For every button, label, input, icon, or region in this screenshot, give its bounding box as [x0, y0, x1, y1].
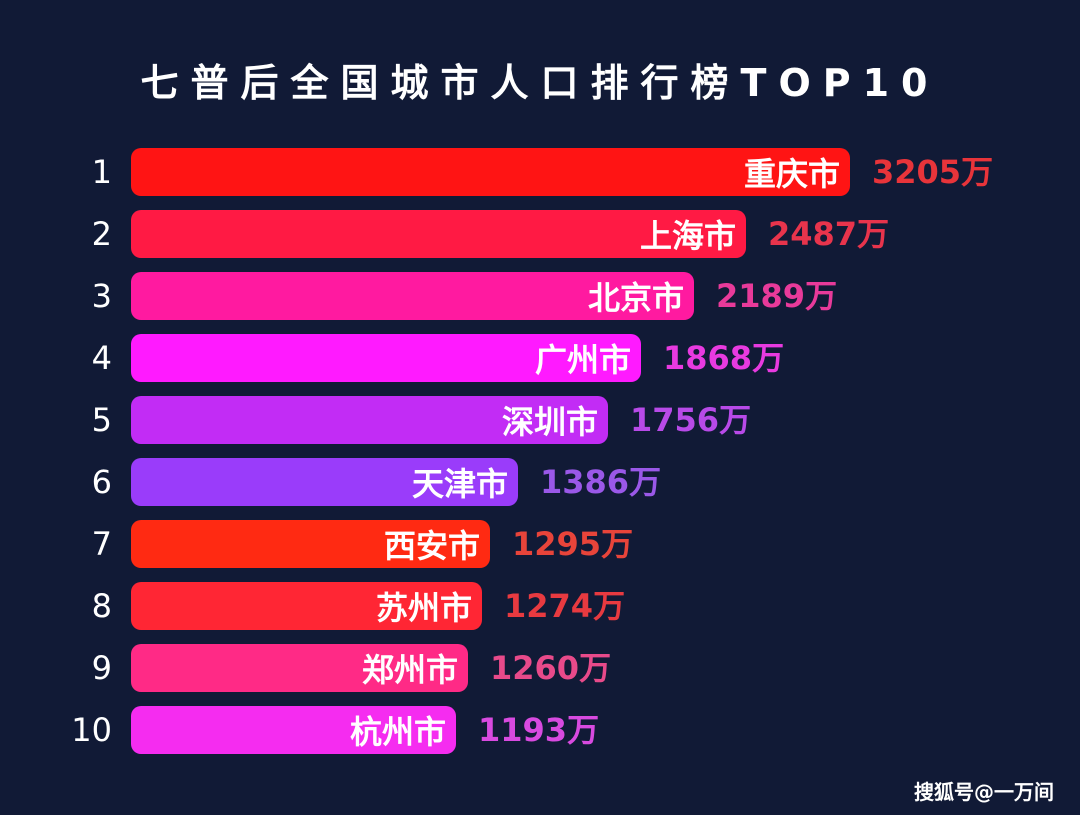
bar: 深圳市	[131, 396, 608, 444]
city-label: 北京市	[587, 279, 684, 317]
bar-row: 9 郑州市 1260万	[0, 644, 1080, 692]
value-label: 1756万	[630, 401, 752, 439]
rank-label: 2	[91, 215, 112, 253]
value-label: 2487万	[768, 215, 890, 253]
city-label: 天津市	[411, 465, 508, 503]
city-label: 苏州市	[375, 589, 472, 627]
value-label: 1274万	[504, 587, 626, 625]
rank-label: 1	[91, 153, 112, 191]
bar-row: 5 深圳市 1756万	[0, 396, 1080, 444]
bar-row: 1 重庆市 3205万	[0, 148, 1080, 196]
rank-label: 7	[91, 525, 112, 563]
value-label: 3205万	[872, 153, 994, 191]
city-label: 西安市	[383, 527, 480, 565]
value-label: 1295万	[512, 525, 634, 563]
bar: 苏州市	[131, 582, 482, 630]
rank-label: 10	[71, 711, 112, 749]
chart-title: 七普后全国城市人口排行榜TOP10	[140, 61, 940, 105]
bar: 郑州市	[131, 644, 468, 692]
bar: 北京市	[131, 272, 694, 320]
bar-row: 6 天津市 1386万	[0, 458, 1080, 506]
bar-row: 2 上海市 2487万	[0, 210, 1080, 258]
value-label: 1260万	[490, 649, 612, 687]
bar-row: 7 西安市 1295万	[0, 520, 1080, 568]
value-label: 1868万	[663, 339, 785, 377]
city-label: 重庆市	[743, 155, 840, 193]
city-label: 广州市	[534, 341, 631, 379]
rank-label: 6	[91, 463, 112, 501]
rank-label: 5	[91, 401, 112, 439]
city-label: 杭州市	[349, 713, 446, 751]
bar-row: 4 广州市 1868万	[0, 334, 1080, 382]
rank-label: 3	[91, 277, 112, 315]
value-label: 1193万	[478, 711, 600, 749]
bar: 重庆市	[131, 148, 850, 196]
bar: 天津市	[131, 458, 518, 506]
bar-row: 8 苏州市 1274万	[0, 582, 1080, 630]
rank-label: 4	[91, 339, 112, 377]
bar: 西安市	[131, 520, 490, 568]
rank-label: 8	[91, 587, 112, 625]
watermark: 搜狐号@一万间	[914, 780, 1054, 804]
bar: 上海市	[131, 210, 746, 258]
city-label: 上海市	[639, 217, 736, 255]
bar: 杭州市	[131, 706, 456, 754]
value-label: 1386万	[540, 463, 662, 501]
bar-row: 3 北京市 2189万	[0, 272, 1080, 320]
city-label: 郑州市	[361, 651, 458, 689]
city-label: 深圳市	[501, 403, 598, 441]
bar: 广州市	[131, 334, 641, 382]
value-label: 2189万	[716, 277, 838, 315]
rank-label: 9	[91, 649, 112, 687]
bar-row: 10 杭州市 1193万	[0, 706, 1080, 754]
